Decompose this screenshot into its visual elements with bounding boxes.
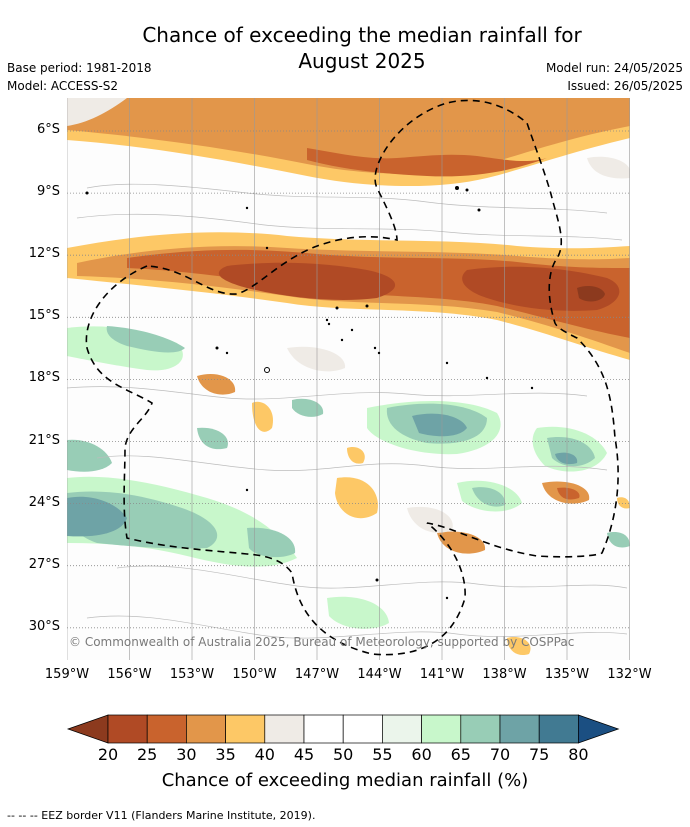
dry-patch-7 <box>507 637 531 656</box>
colorbar-segment <box>186 714 226 744</box>
neutral-patch-3 <box>587 156 630 179</box>
colorbar-tick-label: 80 <box>568 745 589 764</box>
colorbar-segment <box>303 714 344 744</box>
wet-patch-west-mid <box>67 439 112 472</box>
lon-gridlines <box>66 98 630 660</box>
longitude-label: 144°W <box>357 667 402 682</box>
latitude-label: 27°S <box>28 556 60 572</box>
meta-left: Base period: 1981-2018 Model: ACCESS-S2 <box>7 59 152 95</box>
latitude-label: 18°S <box>28 370 60 386</box>
colorbar-segment <box>264 714 305 744</box>
colorbar-segment <box>538 714 579 744</box>
model-name: Model: ACCESS-S2 <box>7 79 119 93</box>
colorbar-segment <box>382 714 422 744</box>
latitude-label: 21°S <box>28 432 60 448</box>
dry-patch-6 <box>347 447 365 464</box>
neutral-patch-1 <box>287 346 346 372</box>
longitude-label: 138°W <box>482 667 527 682</box>
latitude-label: 30°S <box>28 618 60 634</box>
rain-band-north-light <box>67 98 127 126</box>
colorbar-tick-label: 25 <box>137 745 158 764</box>
latitude-label: 6°S <box>36 122 60 137</box>
latitude-label: 12°S <box>28 246 60 262</box>
colorbar-tick-label: 45 <box>293 745 315 764</box>
wet-patch-center-inner <box>412 413 467 437</box>
eez-borders <box>85 99 619 656</box>
colorbar <box>66 714 620 744</box>
colorbar-segment <box>421 714 462 744</box>
island-markers <box>85 186 534 600</box>
colorbar-segment <box>225 714 266 744</box>
colorbar-tick-label: 75 <box>529 745 550 764</box>
colorbar-segment <box>66 714 109 744</box>
colorbar-segment <box>499 714 540 744</box>
colorbar-tick-label: 70 <box>489 745 511 764</box>
rain-band-north-mid <box>67 98 630 174</box>
colorbar-segment <box>578 714 620 744</box>
map-svg: © Commonwealth of Australia 2025, Bureau… <box>66 98 630 660</box>
colorbar-segment <box>107 714 148 744</box>
wet-patch-east-inner <box>555 452 578 465</box>
wet-patch-southwest-inner <box>67 496 127 537</box>
meta-right: Model run: 24/05/2025 Issued: 26/05/2025 <box>546 59 683 95</box>
base-period: Base period: 1981-2018 <box>7 61 152 75</box>
dry-patch-3 <box>335 477 378 519</box>
latitude-label: 24°S <box>28 494 60 510</box>
map-title: Chance of exceeding the median rainfall … <box>0 22 690 74</box>
colorbar-tick-label: 50 <box>333 745 354 764</box>
colorbar-segment <box>460 714 501 744</box>
colorbar-segment <box>146 714 187 744</box>
longitude-label: 141°W <box>419 667 465 682</box>
rain-band-north-core <box>307 148 547 177</box>
lat-gridlines <box>67 130 630 629</box>
latitude-label: 15°S <box>28 308 60 324</box>
longitude-label: 132°W <box>607 667 652 682</box>
copyright-text: © Commonwealth of Australia 2025, Bureau… <box>69 635 574 649</box>
colorbar-tick-label: 35 <box>215 745 236 764</box>
rainfall-map: © Commonwealth of Australia 2025, Bureau… <box>66 98 630 660</box>
longitude-label: 156°W <box>107 667 152 682</box>
wet-patch-southwest-2 <box>247 527 296 558</box>
wet-patch-west-small <box>197 427 228 450</box>
colorbar-tick-label: 40 <box>254 745 275 764</box>
colorbar-segment <box>342 714 383 744</box>
longitude-label: 150°W <box>232 667 277 682</box>
title-line-2: August 2025 <box>298 49 426 73</box>
wet-patch-center-small <box>292 398 324 417</box>
colorbar-tick-label: 30 <box>176 745 197 764</box>
longitude-label: 135°W <box>544 667 590 682</box>
eez-border-french-polynesia <box>85 99 619 656</box>
rain-band-central-darkest-1 <box>218 262 396 300</box>
eez-legend-note: -- -- -- EEZ border V11 (Flanders Marine… <box>7 809 316 822</box>
dry-patch-8 <box>617 497 630 509</box>
wet-patch-west-inner <box>106 326 185 353</box>
issued-date: Issued: 26/05/2025 <box>567 79 683 93</box>
longitude-label: 159°W <box>44 667 90 682</box>
colorbar-tick-label: 60 <box>411 745 432 764</box>
colorbar-tick-label: 65 <box>450 745 471 764</box>
wet-patch-south-center <box>327 596 389 629</box>
longitude-label: 147°W <box>294 667 340 682</box>
colorbar-segments <box>66 714 620 744</box>
dry-patch-5-core <box>557 487 580 500</box>
dry-patch-1 <box>197 373 236 395</box>
contour-lines <box>66 183 628 639</box>
title-line-1: Chance of exceeding the median rainfall … <box>142 23 582 47</box>
colorbar-tick-label: 20 <box>97 745 119 764</box>
longitude-label: 153°W <box>169 667 215 682</box>
latitude-label: 9°S <box>36 184 60 200</box>
rain-band-central-darkest-2 <box>462 266 620 311</box>
colorbar-title: Chance of exceeding median rainfall (%) <box>161 770 529 791</box>
wet-patch-southeast-inner <box>472 487 506 507</box>
dry-patch-2 <box>252 401 273 432</box>
model-run: Model run: 24/05/2025 <box>545 61 683 75</box>
colorbar-tick-label: 55 <box>372 745 393 764</box>
rain-band-central-darkest-3 <box>577 286 605 302</box>
wet-patch-east-edge <box>607 532 630 548</box>
